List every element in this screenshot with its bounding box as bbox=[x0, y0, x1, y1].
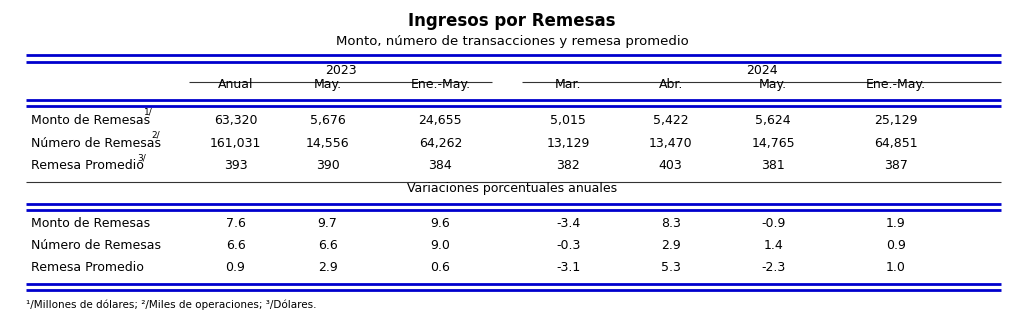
Text: -3.4: -3.4 bbox=[556, 217, 581, 230]
Text: 403: 403 bbox=[658, 159, 683, 172]
Text: Ene.-May.: Ene.-May. bbox=[411, 78, 470, 92]
Text: Anual: Anual bbox=[218, 78, 253, 92]
Text: 6.6: 6.6 bbox=[225, 239, 246, 252]
Text: Monto, número de transacciones y remesa promedio: Monto, número de transacciones y remesa … bbox=[336, 35, 688, 48]
Text: Número de Remesas: Número de Remesas bbox=[31, 239, 161, 252]
Text: -3.1: -3.1 bbox=[556, 261, 581, 274]
Text: ¹/Millones de dólares; ²/Miles de operaciones; ³/Dólares.: ¹/Millones de dólares; ²/Miles de operac… bbox=[26, 299, 316, 310]
Text: 393: 393 bbox=[223, 159, 248, 172]
Text: Número de Remesas: Número de Remesas bbox=[31, 137, 161, 150]
Text: 2.9: 2.9 bbox=[660, 239, 681, 252]
Text: 0.6: 0.6 bbox=[430, 261, 451, 274]
Text: 5,422: 5,422 bbox=[653, 114, 688, 127]
Text: 384: 384 bbox=[428, 159, 453, 172]
Text: 1.4: 1.4 bbox=[763, 239, 783, 252]
Text: 9.7: 9.7 bbox=[317, 217, 338, 230]
Text: 387: 387 bbox=[884, 159, 908, 172]
Text: 7.6: 7.6 bbox=[225, 217, 246, 230]
Text: 2024: 2024 bbox=[746, 64, 777, 77]
Text: 24,655: 24,655 bbox=[419, 114, 462, 127]
Text: 0.9: 0.9 bbox=[886, 239, 906, 252]
Text: 5,624: 5,624 bbox=[756, 114, 791, 127]
Text: Remesa Promedio: Remesa Promedio bbox=[31, 261, 143, 274]
Text: 2/: 2/ bbox=[152, 130, 160, 140]
Text: 5,676: 5,676 bbox=[310, 114, 345, 127]
Text: 382: 382 bbox=[556, 159, 581, 172]
Text: -0.3: -0.3 bbox=[556, 239, 581, 252]
Text: May.: May. bbox=[313, 78, 342, 92]
Text: 5,015: 5,015 bbox=[550, 114, 587, 127]
Text: -2.3: -2.3 bbox=[761, 261, 785, 274]
Text: 9.0: 9.0 bbox=[430, 239, 451, 252]
Text: 13,470: 13,470 bbox=[649, 137, 692, 150]
Text: 6.6: 6.6 bbox=[317, 239, 338, 252]
Text: 0.9: 0.9 bbox=[225, 261, 246, 274]
Text: Variaciones porcentuales anuales: Variaciones porcentuales anuales bbox=[407, 181, 617, 195]
Text: 390: 390 bbox=[315, 159, 340, 172]
Text: 1.9: 1.9 bbox=[886, 217, 906, 230]
Text: 64,262: 64,262 bbox=[419, 137, 462, 150]
Text: 1.0: 1.0 bbox=[886, 261, 906, 274]
Text: Ingresos por Remesas: Ingresos por Remesas bbox=[409, 12, 615, 30]
Text: 3/: 3/ bbox=[137, 153, 146, 162]
Text: 9.6: 9.6 bbox=[430, 217, 451, 230]
Text: 2023: 2023 bbox=[325, 64, 356, 77]
Text: 14,556: 14,556 bbox=[306, 137, 349, 150]
Text: 25,129: 25,129 bbox=[874, 114, 918, 127]
Text: 64,851: 64,851 bbox=[874, 137, 918, 150]
Text: 1/: 1/ bbox=[144, 108, 153, 117]
Text: 14,765: 14,765 bbox=[752, 137, 795, 150]
Text: 8.3: 8.3 bbox=[660, 217, 681, 230]
Text: Mar.: Mar. bbox=[555, 78, 582, 92]
Text: -0.9: -0.9 bbox=[761, 217, 785, 230]
Text: May.: May. bbox=[759, 78, 787, 92]
Text: Monto de Remesas: Monto de Remesas bbox=[31, 114, 150, 127]
Text: 63,320: 63,320 bbox=[214, 114, 257, 127]
Text: 5.3: 5.3 bbox=[660, 261, 681, 274]
Text: Ene.-May.: Ene.-May. bbox=[866, 78, 926, 92]
Text: Remesa Promedio: Remesa Promedio bbox=[31, 159, 143, 172]
Text: 13,129: 13,129 bbox=[547, 137, 590, 150]
Text: 161,031: 161,031 bbox=[210, 137, 261, 150]
Text: Monto de Remesas: Monto de Remesas bbox=[31, 217, 150, 230]
Text: 381: 381 bbox=[761, 159, 785, 172]
Text: Abr.: Abr. bbox=[658, 78, 683, 92]
Text: 2.9: 2.9 bbox=[317, 261, 338, 274]
